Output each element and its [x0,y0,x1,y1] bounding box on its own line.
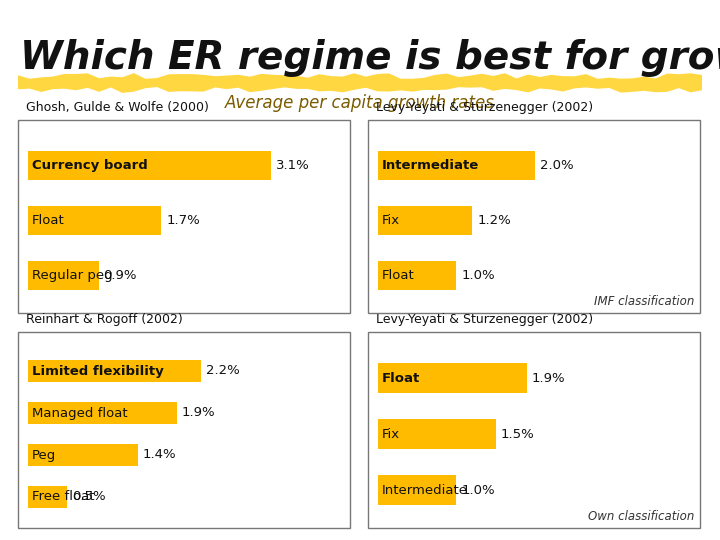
Text: 1.9%: 1.9% [532,372,566,384]
Bar [368,332,700,528]
Bar [28,402,177,424]
Bar [378,475,456,504]
Text: Levy-Yeyati & Sturzenegger (2002): Levy-Yeyati & Sturzenegger (2002) [376,313,593,326]
Text: Intermediate: Intermediate [382,159,480,172]
Text: 0.9%: 0.9% [104,269,137,282]
Text: Free float: Free float [32,490,94,503]
Text: Which ER regime is best for growth?: Which ER regime is best for growth? [20,39,720,77]
Text: 2.2%: 2.2% [206,364,239,377]
Text: 2.0%: 2.0% [540,159,574,172]
Bar [28,206,161,235]
Text: Levy-Yeyati & Sturzenegger (2002): Levy-Yeyati & Sturzenegger (2002) [376,101,593,114]
Text: Reinhart & Rogoff (2002): Reinhart & Rogoff (2002) [26,313,183,326]
Bar [368,120,700,313]
Text: Float: Float [382,269,415,282]
Bar [28,261,99,290]
Polygon shape [18,73,702,93]
Bar [28,151,271,180]
Bar [378,151,535,180]
Text: 1.9%: 1.9% [182,407,216,420]
Text: 1.5%: 1.5% [500,428,534,441]
Text: Currency board: Currency board [32,159,148,172]
Text: 1.7%: 1.7% [166,214,200,227]
Text: 0.5%: 0.5% [72,490,106,503]
Text: Fix: Fix [382,214,400,227]
Text: Average per capita growth rates: Average per capita growth rates [225,94,495,112]
Bar [28,444,138,466]
Bar [378,420,495,449]
Text: 1.2%: 1.2% [477,214,511,227]
Text: IMF classification: IMF classification [593,295,694,308]
Bar [378,363,527,393]
Text: Limited flexibility: Limited flexibility [32,364,163,377]
Text: Ghosh, Gulde & Wolfe (2000): Ghosh, Gulde & Wolfe (2000) [26,101,209,114]
Text: Own classification: Own classification [588,510,694,523]
Bar [18,332,350,528]
Text: Intermediate: Intermediate [382,483,468,496]
Bar [28,360,201,382]
Text: Fix: Fix [382,428,400,441]
Text: Float: Float [32,214,65,227]
Bar [378,261,456,290]
Text: 1.0%: 1.0% [462,483,495,496]
Text: Regular peg: Regular peg [32,269,112,282]
Text: 1.4%: 1.4% [143,449,176,462]
Bar [378,206,472,235]
Bar [28,486,67,508]
Text: Peg: Peg [32,449,56,462]
Bar [18,120,350,313]
Text: 3.1%: 3.1% [276,159,310,172]
Text: Float: Float [382,372,420,384]
Text: 1.0%: 1.0% [462,269,495,282]
Text: Managed float: Managed float [32,407,127,420]
